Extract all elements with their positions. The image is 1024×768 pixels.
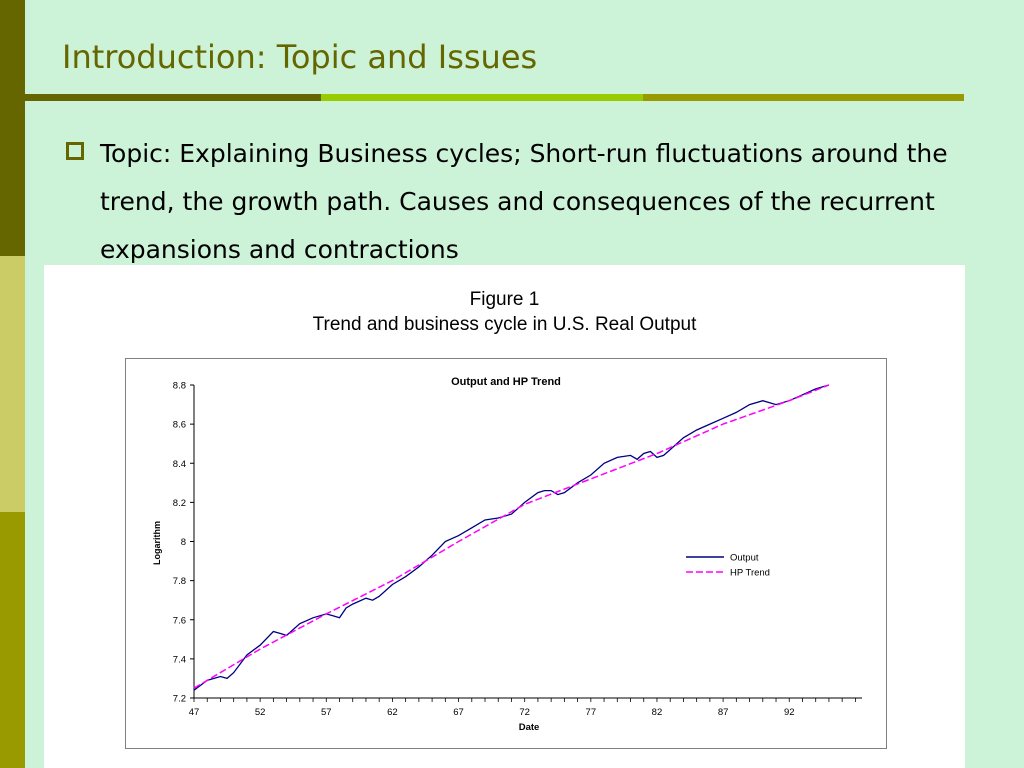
series-line-output [193, 384, 830, 691]
y-tick-label: 8.8 [173, 381, 186, 392]
legend-label: HP Trend [730, 568, 770, 579]
y-tick-label: 8 [181, 537, 186, 548]
figure-panel: Figure 1 Trend and business cycle in U.S… [44, 265, 965, 768]
y-tick-label: 8.6 [173, 420, 186, 431]
x-tick-label: 62 [387, 707, 398, 718]
figure-subheading: Trend and business cycle in U.S. Real Ou… [312, 314, 697, 335]
left-accent-bar-top [0, 0, 25, 256]
x-tick-label: 57 [321, 707, 332, 718]
left-accent-bar-bottom [0, 512, 25, 768]
legend-label: Output [730, 553, 759, 564]
y-tick-label: 7.6 [173, 615, 186, 626]
x-tick-label: 52 [255, 707, 266, 718]
y-tick-label: 7.2 [173, 694, 186, 705]
y-tick-label: 7.4 [173, 654, 186, 665]
y-tick-label: 8.4 [173, 459, 186, 470]
title-rule-segment-2 [321, 94, 643, 101]
x-tick-label: 72 [519, 707, 530, 718]
square-bullet-icon [66, 142, 84, 160]
figure-heading: Figure 1 [469, 289, 540, 310]
x-tick-label: 87 [718, 707, 729, 718]
line-chart: Output and HP Trend 7.2 7.4 7.6 7.8 8 8.2 8.4 8.… [152, 376, 862, 733]
y-axis-label: Logarithm [152, 521, 162, 565]
bullet-text: Topic: Explaining Business cycles; Short… [100, 139, 948, 264]
x-tick-label: 82 [652, 707, 663, 718]
x-tick-label: 67 [453, 707, 464, 718]
y-tick-label: 7.8 [173, 576, 186, 587]
chart-frame: Output and HP Trend 7.2 7.4 7.6 7.8 8 8.2 8.4 8.… [125, 358, 887, 749]
x-tick-label: 77 [586, 707, 597, 718]
title-rule-segment-1 [25, 94, 321, 101]
y-tick-label: 8.2 [173, 498, 186, 509]
x-tick-label: 47 [189, 707, 200, 718]
slide-title: Introduction: Topic and Issues [62, 38, 538, 76]
title-rule-segment-3 [643, 94, 964, 101]
left-accent-bar-middle [0, 256, 25, 512]
x-tick-label: 92 [784, 707, 795, 718]
series-line-hp-trend [193, 384, 830, 689]
x-axis-label: Date [519, 722, 540, 733]
chart-title: Output and HP Trend [451, 376, 561, 388]
